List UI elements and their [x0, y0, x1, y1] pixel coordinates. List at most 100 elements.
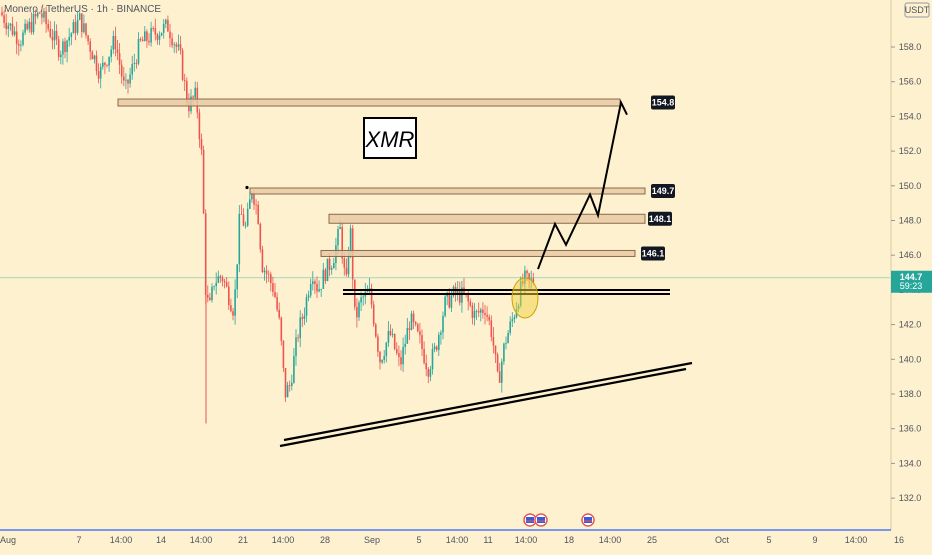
candle [402, 337, 404, 372]
candle [509, 316, 511, 336]
candle [49, 21, 52, 39]
candle [358, 300, 360, 321]
candle [76, 10, 79, 36]
event-flag-us-3[interactable] [581, 513, 595, 527]
candle [435, 345, 438, 352]
candle [232, 308, 234, 321]
breakout-highlight-circle [511, 277, 539, 319]
candle [99, 63, 102, 89]
candle [263, 267, 266, 281]
candle [41, 6, 43, 25]
candle [9, 22, 12, 31]
candle [272, 276, 274, 297]
candle [112, 30, 115, 54]
candle [39, 11, 41, 15]
candle [433, 342, 436, 353]
candle [194, 81, 196, 102]
projection-path [537, 99, 628, 270]
candle [57, 35, 60, 61]
candle [85, 22, 87, 39]
candle [215, 272, 217, 295]
candle [417, 322, 419, 333]
candle [154, 18, 157, 41]
candle [78, 11, 81, 21]
candle [137, 32, 140, 66]
candle [318, 280, 320, 293]
candle [381, 359, 383, 365]
candle [280, 316, 283, 346]
candle [414, 321, 417, 327]
candle [452, 285, 455, 298]
candle [278, 302, 280, 320]
candle [24, 19, 26, 36]
candle [316, 276, 318, 298]
candle [288, 380, 291, 392]
candle [51, 29, 54, 50]
candle [314, 278, 316, 294]
candle [15, 21, 18, 55]
economic-event-flags[interactable] [523, 513, 595, 527]
candle [408, 321, 411, 341]
candle [404, 334, 406, 355]
candle [87, 34, 89, 45]
resistance-zone-2 [249, 187, 646, 195]
currency-badge[interactable]: USDT [904, 2, 930, 18]
candle [13, 26, 16, 37]
candle [211, 283, 213, 303]
time-tick-label: 25 [647, 535, 657, 545]
zone-anchor-dot [245, 185, 249, 190]
candle [70, 32, 73, 46]
candle [141, 36, 144, 42]
candle [20, 40, 22, 52]
event-flag-us-1[interactable] [523, 513, 537, 527]
candle [259, 222, 262, 253]
candle [255, 199, 257, 215]
xmr-label: XMR [365, 127, 415, 152]
candle [135, 59, 138, 69]
price-tick-label: 142.0 [899, 320, 922, 330]
candle [406, 317, 409, 344]
candle [116, 39, 119, 61]
candle [284, 367, 287, 402]
candle [7, 22, 10, 38]
candle [173, 41, 175, 53]
candle [53, 21, 56, 50]
candle [64, 37, 66, 59]
candle [494, 345, 497, 364]
candle [95, 50, 98, 76]
candle [83, 14, 85, 34]
price-tick-label: 140.0 [899, 354, 922, 364]
price-axis[interactable]: 158.0156.0154.0152.0150.0148.0146.0144.0… [891, 42, 921, 503]
current-price-value: 144.7 [900, 272, 923, 282]
resistance-zone-3 [328, 213, 646, 224]
candle [1, 6, 3, 17]
candle [383, 349, 385, 364]
candle [30, 12, 33, 35]
candle [486, 306, 488, 322]
candle [32, 9, 35, 35]
candle [393, 333, 396, 351]
candle [295, 329, 297, 366]
candle [175, 41, 178, 54]
time-axis[interactable]: Aug 7 14:00 14 14:00 21 14:00 28 Sep 5 14:00 11 14:0… [0, 535, 904, 545]
event-flag-us-2[interactable] [534, 513, 548, 527]
time-tick-label: 9 [812, 535, 817, 545]
candle [320, 288, 322, 297]
candle [219, 274, 222, 283]
time-tick-label: 14:00 [845, 535, 868, 545]
candle [202, 145, 205, 215]
candle [22, 29, 24, 47]
candle [444, 294, 446, 318]
candle [5, 13, 7, 36]
candle [362, 293, 364, 306]
candle [299, 310, 301, 348]
price-tick-label: 138.0 [899, 389, 922, 399]
candle [97, 63, 100, 84]
candle [265, 265, 268, 284]
candle [162, 19, 165, 39]
candle [110, 45, 112, 63]
candle [74, 14, 77, 41]
price-tick-label: 150.0 [899, 181, 922, 191]
candle [309, 278, 312, 298]
